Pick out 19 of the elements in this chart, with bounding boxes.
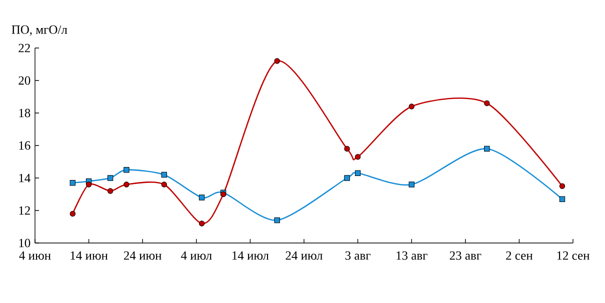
y-tick-label: 18 bbox=[19, 108, 30, 118]
y-tick-label: 22 bbox=[18, 44, 30, 52]
x-tick-label: 24 июл bbox=[286, 251, 323, 260]
y-tick-label: 10 bbox=[19, 238, 30, 248]
x-tick-label: 3 авг bbox=[345, 251, 370, 260]
y-tick-label: 16 bbox=[19, 141, 30, 150]
y-axis-title: ПО, мгО/л bbox=[12, 25, 68, 36]
y-tick-label: 20 bbox=[18, 76, 30, 85]
x-tick-label: 14 июл bbox=[232, 251, 269, 260]
x-tick-label: 4 июн bbox=[19, 251, 51, 260]
x-tick-label: 12 сен bbox=[557, 251, 590, 260]
x-tick-label: 14 июн bbox=[70, 251, 108, 260]
x-tick-label: 2 сен bbox=[506, 251, 533, 260]
x-tick-label: 24 июн bbox=[124, 251, 162, 260]
y-tick-label: 14 bbox=[19, 174, 30, 182]
y-tick-label: 12 bbox=[19, 206, 30, 215]
x-tick-label: 4 июл bbox=[180, 251, 212, 260]
x-tick-label: 23 авг bbox=[450, 251, 482, 260]
x-tick-label: 13 авг bbox=[396, 251, 428, 260]
